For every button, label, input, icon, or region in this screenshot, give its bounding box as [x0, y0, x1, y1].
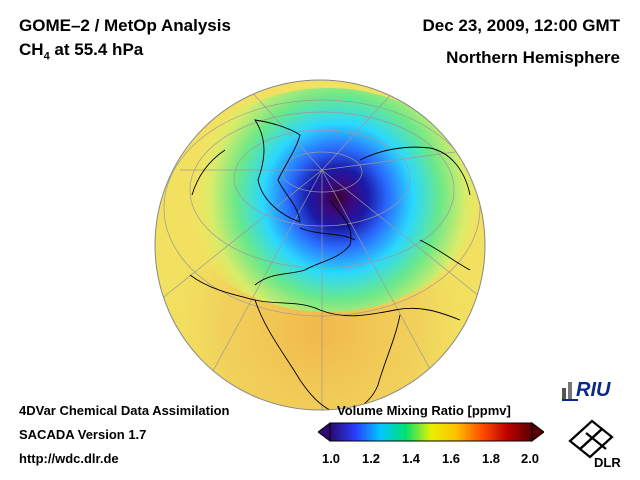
colorbar [318, 422, 544, 442]
method-label: 4DVar Chemical Data Assimilation [19, 403, 230, 418]
tick-label: 1.6 [441, 451, 461, 466]
tick-label: 1.8 [481, 451, 501, 466]
colorbar-title: Volume Mixing Ratio [ppmv] [337, 403, 511, 418]
graticule [159, 89, 485, 410]
tick-label: 2.0 [520, 451, 540, 466]
species-name: CH [19, 40, 44, 59]
hemisphere-label: Northern Hemisphere [446, 48, 620, 67]
colorbar-high-arrow [531, 422, 544, 442]
pressure-level: at 55.4 hPa [49, 40, 144, 59]
species-subscript: 4 [43, 50, 50, 63]
tick-label: 1.0 [321, 451, 341, 466]
map-subtitle: CH4 at 55.4 hPa [19, 40, 143, 62]
tick-label: 1.4 [401, 451, 421, 466]
colorbar-low-arrow [318, 422, 331, 442]
riu-logo: RIU [562, 379, 611, 401]
tick-label: 1.2 [361, 451, 381, 466]
riu-logo-text: RIU [576, 379, 611, 401]
analysis-datetime: Dec 23, 2009, 12:00 GMT [422, 16, 620, 35]
dlr-logo: DLR [568, 419, 621, 470]
map-title: GOME–2 / MetOp Analysis [19, 16, 231, 35]
dlr-logo-text: DLR [594, 455, 621, 470]
website-link[interactable]: http://wdc.dlr.de [19, 451, 119, 466]
field-polar-vortex [178, 88, 478, 312]
coastlines [189, 119, 471, 410]
version-label: SACADA Version 1.7 [19, 427, 147, 442]
colorbar-ramp [329, 422, 533, 442]
globe-outline [154, 79, 486, 411]
